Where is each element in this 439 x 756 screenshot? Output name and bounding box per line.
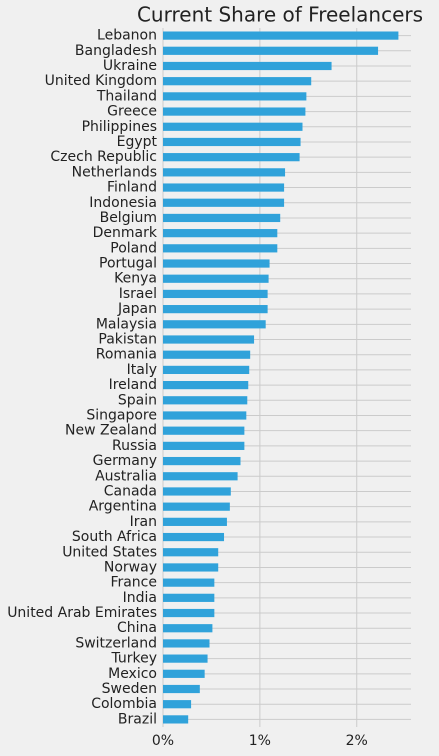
y-tick-label: United States — [62, 544, 157, 560]
bar — [163, 274, 269, 283]
x-tick-label: 1% — [249, 733, 271, 749]
chart-title: Current Share of Freelancers — [137, 3, 423, 27]
bar — [163, 426, 245, 435]
bar — [163, 624, 213, 633]
bar — [163, 244, 278, 253]
y-tick-label: Australia — [95, 468, 157, 484]
bar — [163, 77, 312, 86]
bar — [163, 168, 286, 177]
bar — [163, 715, 189, 724]
bar — [163, 578, 215, 587]
y-tick-label: Turkey — [110, 651, 157, 667]
y-tick-label: Greece — [107, 104, 157, 120]
bar — [163, 396, 248, 405]
y-tick-label: Germany — [93, 453, 157, 469]
y-tick-label: Czech Republic — [50, 149, 157, 165]
y-tick-label: Japan — [117, 301, 157, 317]
bar — [163, 365, 250, 375]
y-tick-label: Switzerland — [75, 635, 157, 651]
y-tick-label: Pakistan — [98, 332, 157, 348]
x-tick-label: 2% — [346, 733, 368, 749]
bar — [163, 669, 205, 678]
y-tick-label: South Africa — [72, 529, 157, 545]
bar — [163, 259, 270, 268]
bar — [163, 153, 300, 162]
y-tick-label: Netherlands — [72, 164, 157, 180]
bar — [163, 593, 215, 602]
y-tick-label: Singapore — [86, 407, 157, 423]
y-tick-label: Romania — [96, 347, 157, 363]
y-tick-label: Israel — [119, 286, 157, 302]
bar — [163, 548, 219, 557]
bar — [163, 700, 192, 709]
bar — [163, 122, 303, 131]
bar — [163, 456, 241, 466]
y-tick-label: Colombia — [91, 696, 157, 712]
y-tick-label: Ukraine — [103, 58, 157, 74]
y-tick-label: Iran — [130, 514, 157, 530]
bar — [163, 305, 268, 314]
bar — [163, 532, 225, 542]
y-tick-label: Denmark — [93, 225, 158, 241]
bar — [163, 335, 255, 344]
y-tick-label: Bangladesh — [75, 43, 157, 59]
y-tick-label: Indonesia — [89, 195, 157, 211]
bar — [163, 107, 306, 116]
y-tick-label: Spain — [118, 392, 157, 408]
bar — [163, 411, 247, 420]
bar — [163, 350, 251, 359]
y-tick-label: Finland — [107, 180, 157, 196]
bar — [163, 502, 230, 511]
y-tick-label: Portugal — [99, 256, 157, 272]
x-tick-label: 0% — [152, 733, 174, 749]
bar — [163, 289, 268, 299]
y-tick-label: Lebanon — [97, 28, 157, 44]
y-tick-label: Thailand — [96, 88, 157, 104]
bar — [163, 380, 249, 390]
y-tick-label: France — [110, 575, 157, 591]
y-tick-label: Kenya — [114, 271, 157, 287]
bar — [163, 183, 285, 192]
bar — [163, 61, 332, 71]
bar — [163, 198, 285, 207]
y-tick-label: Poland — [110, 240, 157, 256]
bar — [163, 487, 231, 496]
bar — [163, 31, 399, 40]
y-tick-label: Brazil — [118, 711, 157, 727]
y-tick-label: Ireland — [109, 377, 157, 393]
bar — [163, 92, 307, 101]
y-tick-label: Belgium — [100, 210, 157, 226]
bar — [163, 654, 208, 663]
y-tick-label: United Kingdom — [45, 73, 157, 89]
y-tick-label: Norway — [104, 559, 157, 575]
bar — [163, 563, 219, 572]
y-tick-label: United Arab Emirates — [7, 605, 157, 621]
bar — [163, 213, 281, 223]
bar — [163, 517, 227, 526]
bar — [163, 46, 379, 55]
bar — [163, 229, 278, 238]
bar — [163, 441, 245, 450]
y-tick-label: New Zealand — [65, 423, 157, 439]
y-tick-label: Sweden — [102, 681, 157, 697]
y-tick-label: China — [117, 620, 157, 636]
y-tick-label: Malaysia — [96, 316, 157, 332]
y-tick-label: Canada — [104, 483, 157, 499]
bar — [163, 639, 210, 648]
y-tick-label: Italy — [127, 362, 157, 378]
bar — [163, 608, 215, 618]
y-tick-label: Philippines — [82, 119, 157, 135]
y-tick-label: Mexico — [108, 666, 157, 682]
bar — [163, 320, 266, 329]
bar — [163, 472, 238, 481]
y-tick-label: Argentina — [89, 499, 157, 515]
y-tick-label: Russia — [112, 438, 157, 454]
y-tick-label: India — [123, 590, 157, 606]
bar — [163, 684, 200, 694]
bar — [163, 137, 301, 147]
y-tick-label: Egypt — [117, 134, 158, 150]
